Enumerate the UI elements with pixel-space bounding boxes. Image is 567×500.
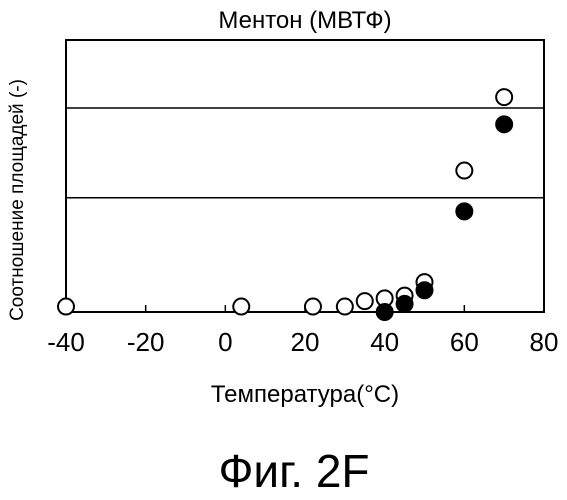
data-point [58, 299, 74, 315]
x-tick-label: -20 [127, 327, 165, 357]
chart-title: Ментон (МВТФ) [218, 7, 391, 34]
data-point [456, 203, 472, 219]
x-tick-label: 20 [291, 327, 320, 357]
series-1 [58, 89, 512, 314]
data-point [377, 304, 393, 320]
x-tick-label: 0 [218, 327, 232, 357]
data-point [456, 163, 472, 179]
data-series [58, 89, 512, 320]
data-point [496, 116, 512, 132]
x-tick-label: 60 [450, 327, 479, 357]
x-axis-label: Температура(°C) [211, 381, 399, 408]
y-axis-label: Соотношение площадей (-) [7, 79, 28, 321]
data-point [417, 282, 433, 298]
data-point [337, 299, 353, 315]
data-point [397, 296, 413, 312]
x-tick-label: 80 [530, 327, 559, 357]
figure-caption: Фиг. 2F [218, 445, 369, 497]
series-2 [377, 116, 512, 320]
x-tick-label: -40 [47, 327, 85, 357]
reference-lines [66, 108, 544, 198]
data-point [233, 299, 249, 315]
data-point [305, 299, 321, 315]
plot-frame [66, 40, 544, 312]
x-tick-label: 40 [370, 327, 399, 357]
data-point [496, 89, 512, 105]
data-point [357, 293, 373, 309]
x-tick-labels: -40 -20 0 20 40 60 80 [47, 327, 558, 357]
